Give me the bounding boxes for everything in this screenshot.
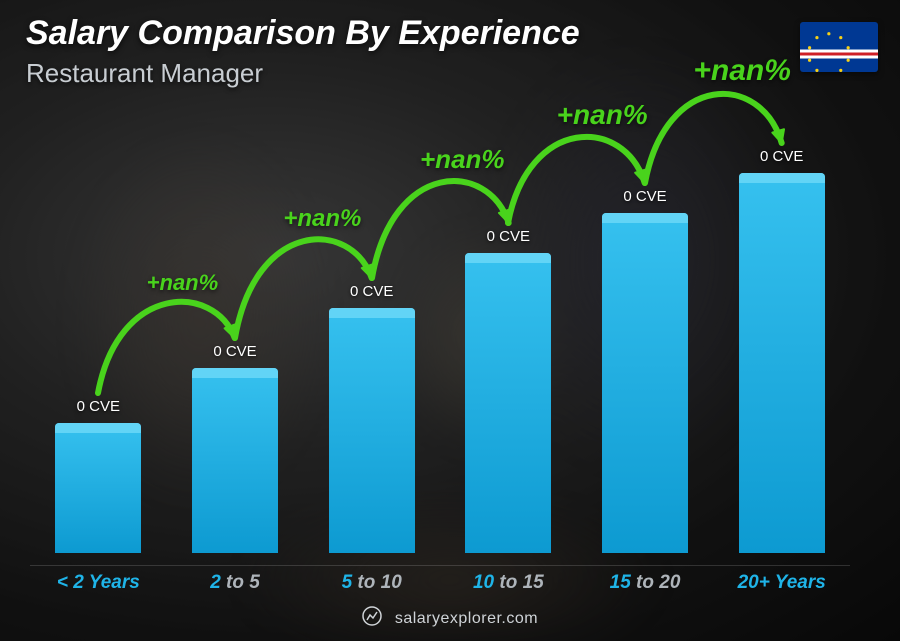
x-axis-label-accent: 15 — [610, 572, 631, 593]
x-axis-label-accent: 5 — [342, 572, 353, 593]
bar-chart: 0 CVE 0 CVE 0 CVE 0 CVE 0 CVE 0 CVE +nan% +nan… — [30, 140, 850, 553]
bar-value-label: 0 CVE — [77, 398, 120, 415]
bar-wrap: 0 CVE — [167, 140, 304, 553]
bar-top-highlight — [465, 253, 551, 263]
x-axis-label-dim: to 15 — [494, 572, 544, 593]
bar-value-label: 0 CVE — [350, 283, 393, 300]
bar — [465, 253, 551, 553]
x-axis-label: 20+ Years — [713, 572, 850, 594]
percent-change-label: +nan% — [283, 205, 361, 233]
x-axis-label-accent: 10 — [473, 572, 494, 593]
footer-logo-icon — [362, 606, 382, 631]
bar-top-highlight — [602, 213, 688, 223]
x-axis-label-accent: < 2 Years — [57, 572, 140, 593]
bar-top-highlight — [329, 308, 415, 318]
bar — [192, 368, 278, 553]
bar — [739, 173, 825, 553]
bar-top-highlight — [739, 173, 825, 183]
bar-wrap: 0 CVE — [303, 140, 440, 553]
content-layer: Salary Comparison By Experience Restaura… — [0, 0, 900, 641]
x-axis-label: 5 to 10 — [303, 572, 440, 594]
x-axis-label-accent: 2 — [210, 572, 221, 593]
percent-change-label: +nan% — [557, 99, 648, 131]
bar-wrap: 0 CVE — [577, 140, 714, 553]
percent-change-label: +nan% — [420, 144, 505, 175]
x-axis-label: 10 to 15 — [440, 572, 577, 594]
x-axis-label-dim: to 5 — [221, 572, 260, 593]
bar — [329, 308, 415, 553]
x-axis: < 2 Years2 to 55 to 1010 to 1515 to 2020… — [30, 565, 850, 599]
x-axis-label-dim: to 10 — [352, 572, 402, 593]
percent-change-label: +nan% — [693, 54, 791, 88]
bar-wrap: 0 CVE — [440, 140, 577, 553]
bar-value-label: 0 CVE — [213, 343, 256, 360]
country-flag-icon — [800, 22, 878, 72]
footer-text: salaryexplorer.com — [395, 610, 538, 627]
x-axis-label-accent: 20+ Years — [738, 572, 826, 593]
percent-change-label: +nan% — [147, 270, 219, 296]
bar-wrap: 0 CVE — [30, 140, 167, 553]
footer: salaryexplorer.com — [0, 606, 900, 631]
x-axis-label-dim: to 20 — [631, 572, 681, 593]
bars-container: 0 CVE 0 CVE 0 CVE 0 CVE 0 CVE 0 CVE — [30, 140, 850, 553]
bar-value-label: 0 CVE — [623, 188, 666, 205]
x-axis-label: 15 to 20 — [577, 572, 714, 594]
bar-value-label: 0 CVE — [487, 228, 530, 245]
x-axis-label: < 2 Years — [30, 572, 167, 594]
x-axis-label: 2 to 5 — [167, 572, 304, 594]
bar-value-label: 0 CVE — [760, 148, 803, 165]
bar — [55, 423, 141, 553]
chart-stage: Salary Comparison By Experience Restaura… — [0, 0, 900, 641]
bar-wrap: 0 CVE — [713, 140, 850, 553]
bar — [602, 213, 688, 553]
bar-top-highlight — [55, 423, 141, 433]
bar-top-highlight — [192, 368, 278, 378]
chart-subtitle: Restaurant Manager — [26, 58, 263, 89]
chart-title: Salary Comparison By Experience — [26, 14, 580, 53]
